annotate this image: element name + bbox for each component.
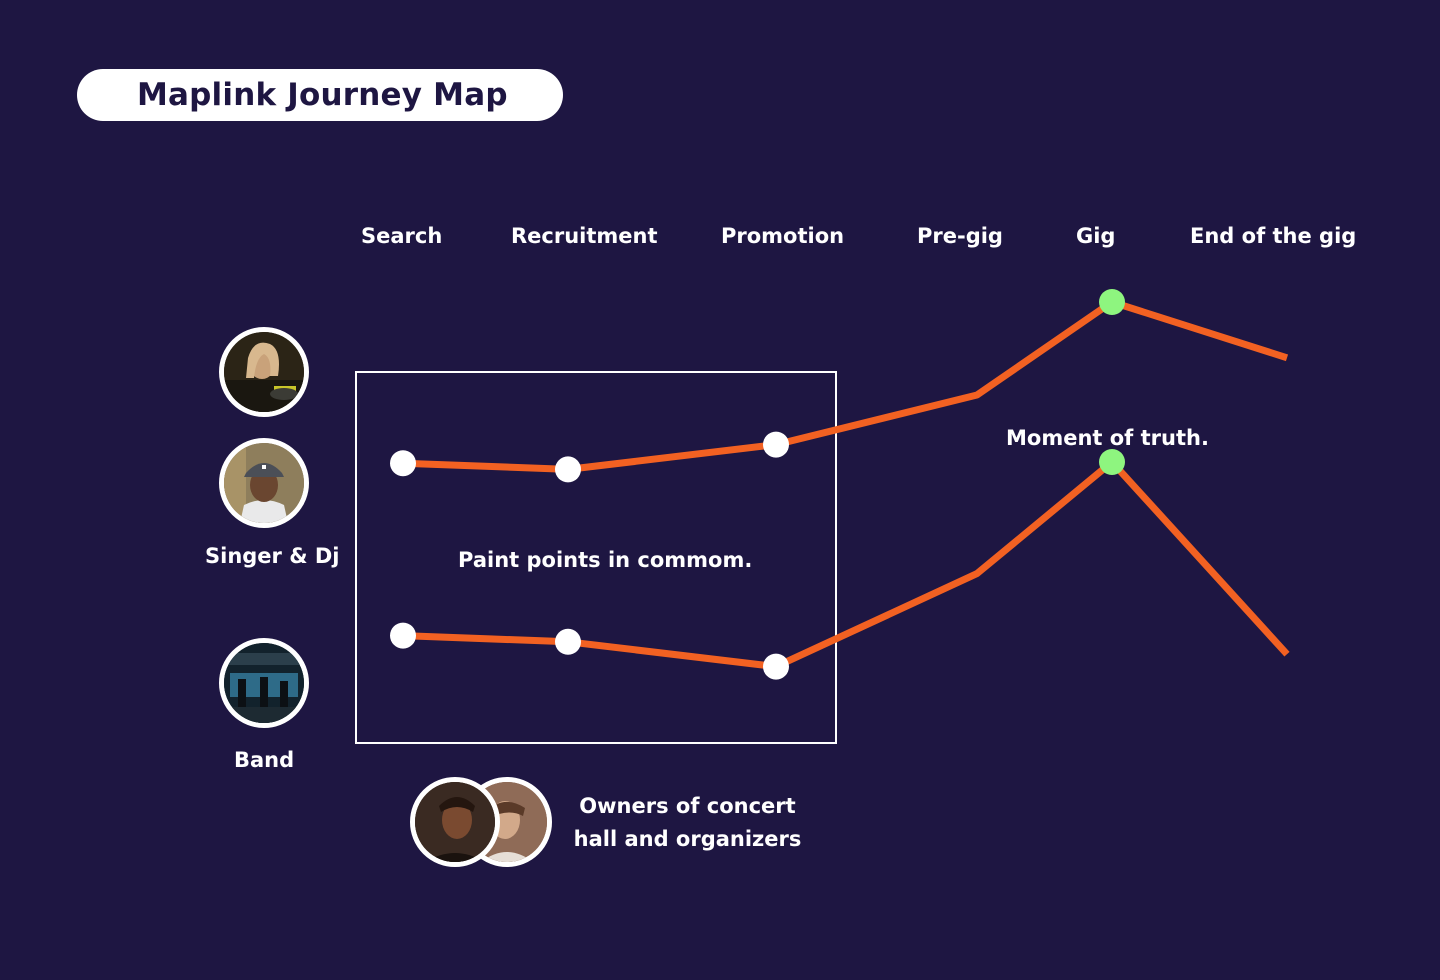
common-pain-points-box: [355, 371, 837, 744]
journey-point-1-3: [763, 431, 789, 458]
band-label: Band: [234, 748, 295, 772]
journey-line-1: [402, 298, 1289, 473]
highlight-point-1-5: [1099, 289, 1125, 315]
title-pill: Maplink Journey Map: [77, 69, 563, 121]
highlight-point-2-5: [1099, 449, 1125, 475]
stage-pre-gig: Pre-gig: [917, 224, 1003, 248]
singer-dj-label: Singer & Dj: [205, 544, 340, 568]
moment-of-truth-label: Moment of truth.: [1006, 426, 1209, 450]
singer-avatar: [219, 438, 309, 528]
stage-recruitment: Recruitment: [511, 224, 658, 248]
stage-search: Search: [361, 224, 443, 248]
stage-promotion: Promotion: [721, 224, 845, 248]
page-title: Maplink Journey Map: [137, 77, 508, 113]
stage-end-of-gig: End of the gig: [1190, 224, 1357, 248]
journey-point-2-3: [763, 653, 789, 680]
journey-line-2: [402, 458, 1290, 671]
owners-label: Owners of concert hall and organizers: [560, 790, 815, 856]
journey-point-2-1: [390, 622, 416, 649]
common-pain-points-label: Paint points in commom.: [458, 548, 753, 572]
journey-point-1-2: [555, 456, 581, 483]
owners-label-line-2: hall and organizers: [573, 827, 802, 851]
owner-avatar: [410, 777, 500, 867]
owners-label-line-1: Owners of concert: [579, 794, 796, 818]
stage-gig: Gig: [1076, 224, 1116, 248]
journey-point-1-1: [390, 450, 416, 477]
band-avatar: [219, 638, 309, 728]
dj-avatar: [219, 327, 309, 417]
journey-point-2-2: [555, 628, 581, 655]
